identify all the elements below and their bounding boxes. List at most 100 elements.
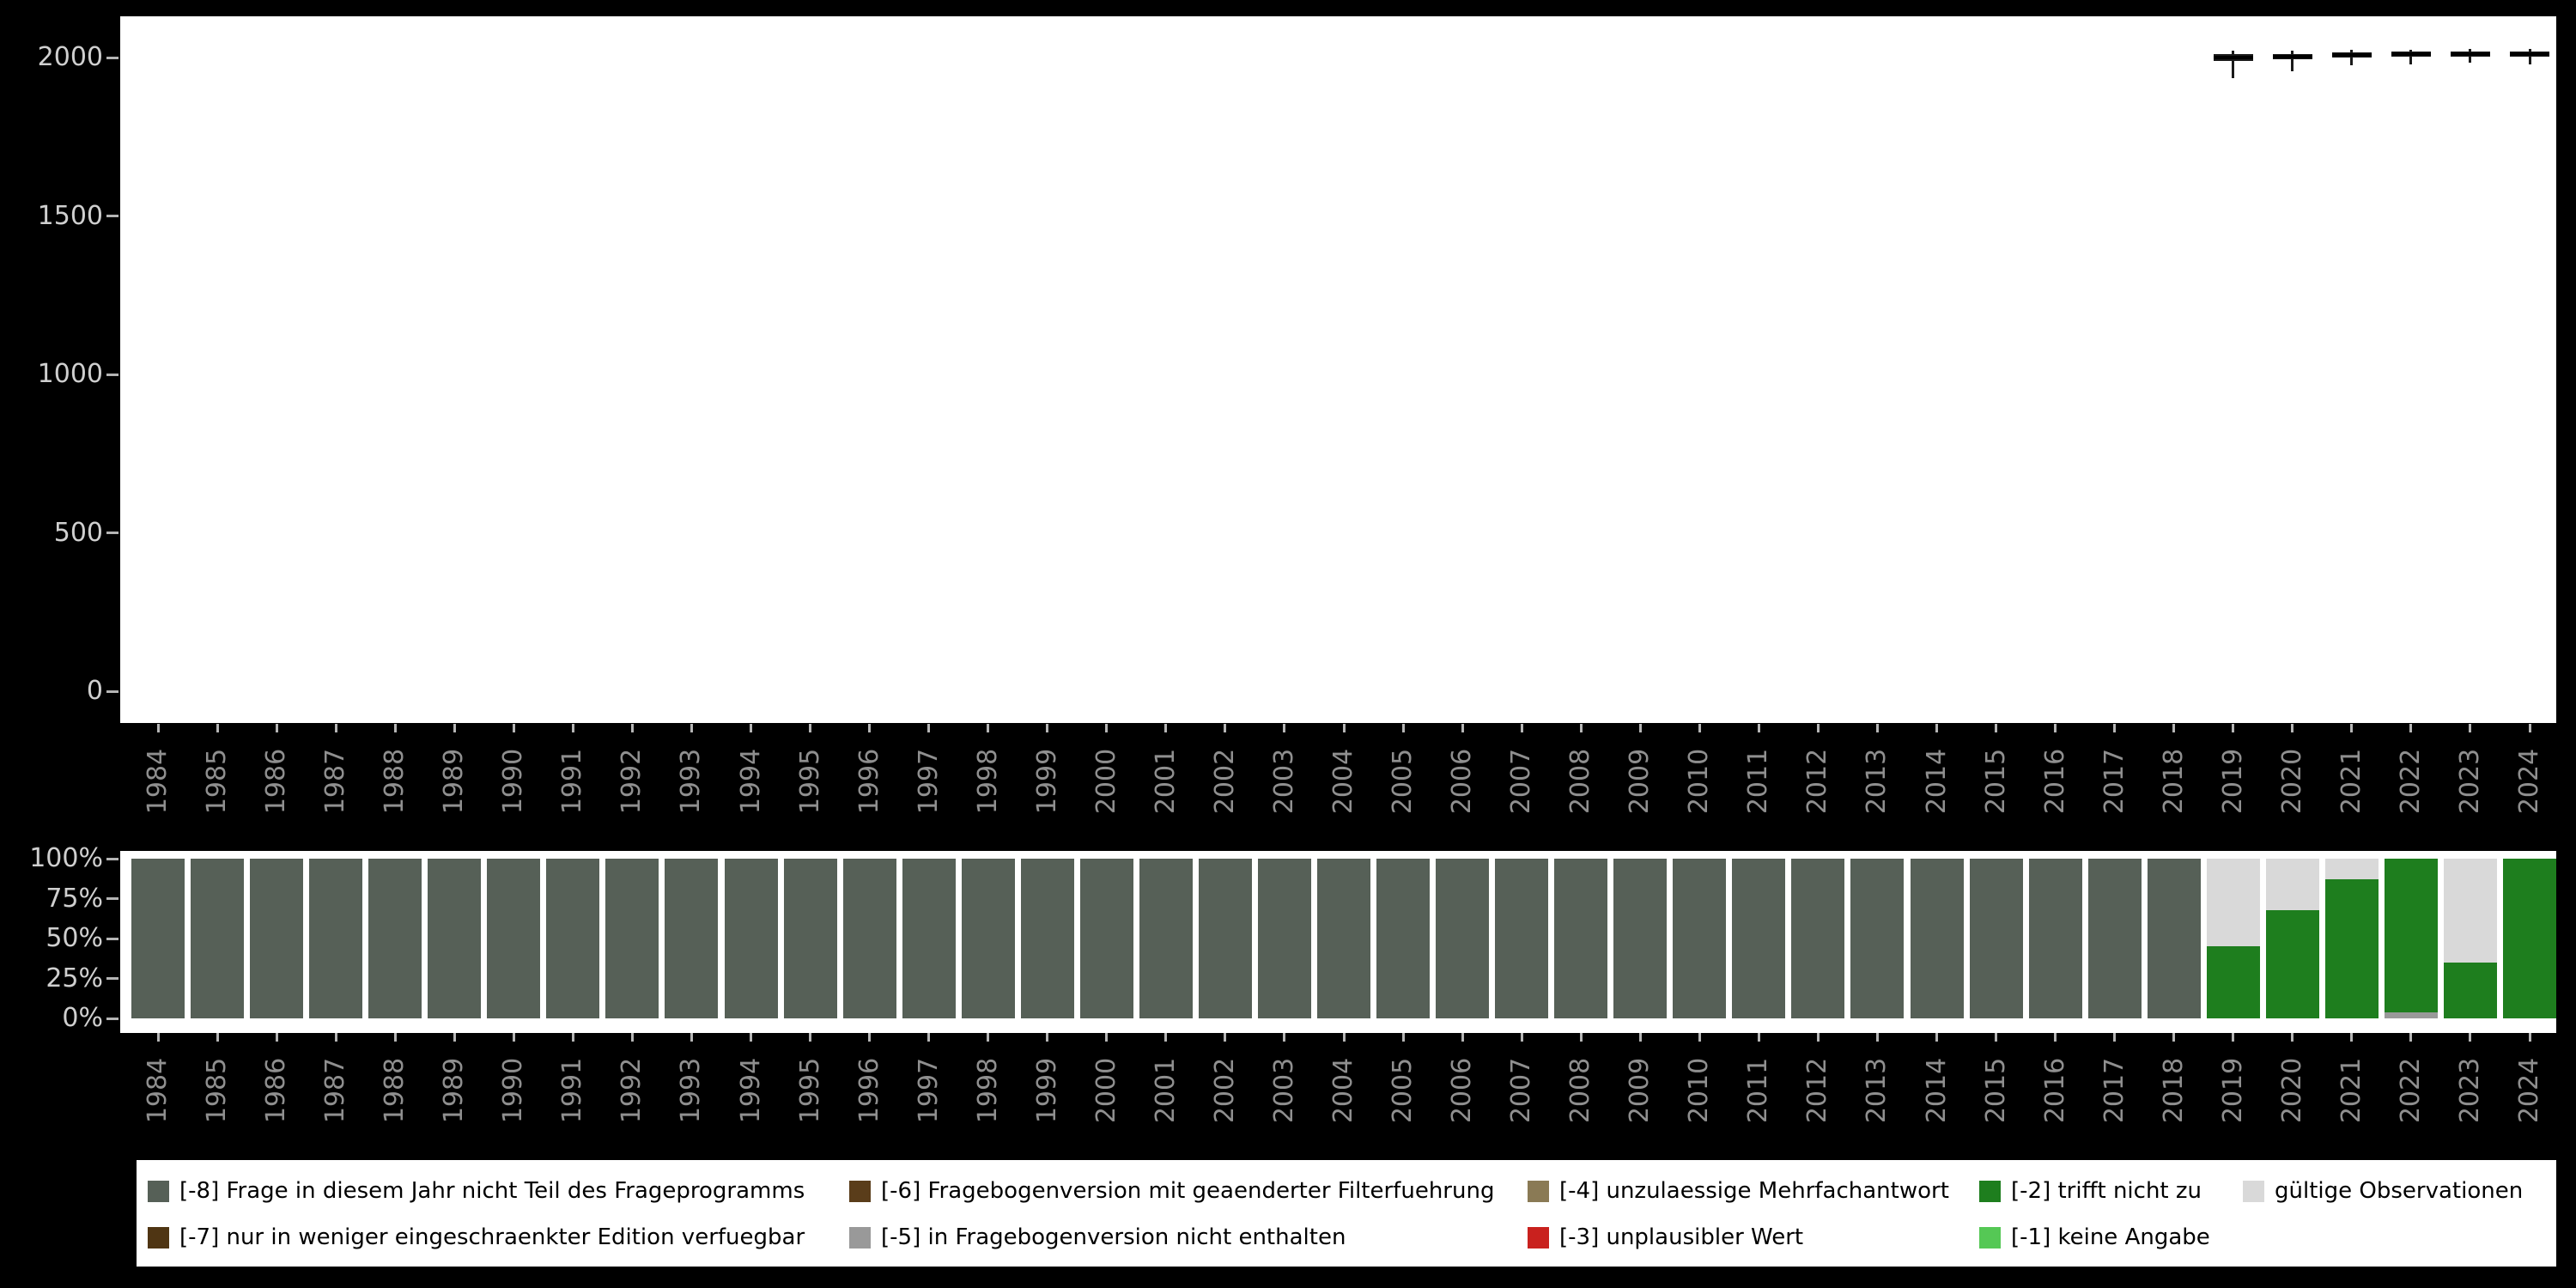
bar-segment (2266, 859, 2319, 910)
legend: [-8] Frage in diesem Jahr nicht Teil des… (137, 1160, 2556, 1267)
top-chart-panel (120, 16, 2556, 723)
x-axis-tick (2113, 1033, 2116, 1042)
x-tick-label: 2015 (1981, 1057, 2011, 1124)
x-tick-label: 2008 (1565, 1057, 1595, 1124)
x-axis-tick (2172, 724, 2175, 732)
bar-segment (1139, 859, 1193, 1018)
bar-segment (487, 859, 540, 1018)
x-axis-tick (2291, 724, 2293, 732)
y-tick-label: 25% (46, 963, 103, 993)
x-axis-tick (631, 724, 634, 732)
x-tick-label: 2014 (1922, 748, 1952, 815)
x-tick-label: 1991 (557, 1057, 587, 1124)
x-tick-label: 2017 (2099, 1057, 2129, 1124)
bar-segment (1911, 859, 1964, 1018)
legend-item-label: [-5] in Fragebogenversion nicht enthalte… (881, 1224, 1346, 1250)
x-tick-label: 2010 (1684, 748, 1714, 815)
bar-segment (2503, 859, 2556, 1018)
x-axis-tick (1876, 724, 1879, 732)
x-tick-label: 2020 (2277, 748, 2307, 815)
legend-item-label: [-2] trifft nicht zu (2011, 1178, 2202, 1204)
x-axis-tick (987, 724, 989, 732)
bar-segment (843, 859, 896, 1018)
x-tick-label: 1990 (498, 748, 528, 815)
x-tick-label: 2020 (2277, 1057, 2307, 1124)
legend-item: [-8] Frage in diesem Jahr nicht Teil des… (148, 1178, 805, 1204)
x-tick-label: 2005 (1388, 748, 1418, 815)
bar-segment (1732, 859, 1785, 1018)
x-axis-tick (335, 1033, 337, 1042)
x-axis-tick (2409, 1033, 2412, 1042)
x-axis-tick (2529, 1033, 2531, 1042)
x-tick-label: 2003 (1269, 748, 1299, 815)
bar-segment (1199, 859, 1252, 1018)
bar-segment (2444, 859, 2497, 963)
x-tick-label: 2002 (1210, 1057, 1240, 1124)
x-tick-label: 1998 (973, 748, 1003, 815)
bar-segment (725, 859, 778, 1018)
x-axis-tick (2469, 724, 2471, 732)
x-axis-tick (157, 1033, 160, 1042)
x-axis-tick (1758, 1033, 1760, 1042)
x-axis-tick (1343, 724, 1346, 732)
x-axis-tick (1758, 724, 1760, 732)
legend-color-chip (2243, 1180, 2264, 1202)
bar-segment (2325, 859, 2379, 879)
x-axis-tick (1283, 724, 1285, 732)
x-axis-tick (809, 1033, 811, 1042)
x-tick-label: 2013 (1862, 1057, 1892, 1124)
boxplot-whisker (2350, 50, 2353, 65)
x-axis-tick (2054, 1033, 2057, 1042)
bar-segment (962, 859, 1015, 1018)
x-tick-label: 2008 (1565, 748, 1595, 815)
x-tick-label: 2009 (1625, 1057, 1655, 1124)
x-tick-label: 2010 (1684, 1057, 1714, 1124)
x-tick-label: 2018 (2159, 1057, 2189, 1124)
legend-item-label: [-6] Fragebogenversion mit geaenderter F… (881, 1178, 1495, 1204)
x-axis-tick (631, 1033, 634, 1042)
legend-item-label: [-8] Frage in diesem Jahr nicht Teil des… (179, 1178, 805, 1204)
x-axis-tick (453, 1033, 456, 1042)
x-tick-label: 1991 (557, 748, 587, 815)
boxplot-whisker (2232, 51, 2234, 78)
x-tick-label: 1987 (320, 1057, 350, 1124)
x-tick-label: 2004 (1328, 1057, 1358, 1124)
x-axis-tick (1046, 1033, 1048, 1042)
x-axis-tick (1698, 1033, 1701, 1042)
x-tick-label: 2001 (1151, 1057, 1181, 1124)
x-axis-tick (1580, 724, 1583, 732)
x-axis-tick (1817, 724, 1820, 732)
x-axis-tick (690, 724, 693, 732)
x-axis-tick (1876, 1033, 1879, 1042)
x-tick-label: 1997 (914, 1057, 944, 1124)
bar-segment (1021, 859, 1074, 1018)
x-axis-tick (690, 1033, 693, 1042)
x-axis-tick (1283, 1033, 1285, 1042)
boxplot-median (2391, 52, 2431, 56)
y-tick-label: 50% (46, 923, 103, 953)
bar-segment (1258, 859, 1311, 1018)
x-axis-tick (1521, 1033, 1523, 1042)
x-tick-label: 1999 (1032, 748, 1062, 815)
legend-color-chip (148, 1180, 169, 1202)
x-tick-label: 2021 (2336, 748, 2366, 815)
x-axis-tick (1817, 1033, 1820, 1042)
boxplot-median (2451, 52, 2490, 56)
x-tick-label: 1984 (143, 1057, 173, 1124)
x-axis-tick (1461, 1033, 1464, 1042)
bar-segment (1970, 859, 2023, 1018)
legend-color-chip (1528, 1180, 1549, 1202)
bar-segment (1317, 859, 1370, 1018)
x-axis-tick (2113, 724, 2116, 732)
x-tick-label: 1988 (380, 748, 410, 815)
y-tick-label: 75% (46, 884, 103, 914)
x-tick-label: 2023 (2455, 748, 2485, 815)
x-axis-tick (1935, 724, 1938, 732)
x-tick-label: 2014 (1922, 1057, 1952, 1124)
bar-segment (2385, 859, 2438, 1012)
bar-segment (368, 859, 422, 1018)
x-tick-label: 1997 (914, 748, 944, 815)
x-tick-label: 1995 (795, 748, 825, 815)
